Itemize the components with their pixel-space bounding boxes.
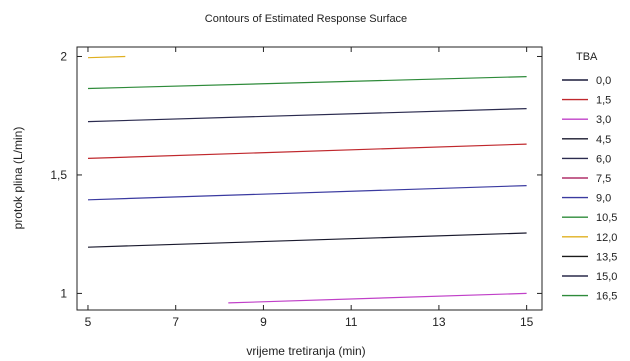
plot-area-frame	[76, 46, 543, 311]
x-tick-label: 15	[520, 315, 534, 329]
x-tick-label: 5	[85, 315, 92, 329]
chart-title: Contours of Estimated Response Surface	[205, 13, 407, 25]
legend-label: 12,0	[596, 232, 617, 244]
x-axis: 5 7 9 11 13 15	[85, 47, 534, 329]
contour-line	[228, 292, 527, 304]
legend-label: 7,5	[596, 173, 611, 185]
x-tick-label: 7	[172, 315, 179, 329]
legend-label: 0,0	[596, 75, 611, 87]
x-tick-label: 11	[345, 315, 358, 329]
legend-label: 9,0	[596, 193, 611, 205]
legend-label: 6,0	[596, 153, 611, 165]
legend-label: 15,0	[596, 271, 617, 283]
y-axis-label: protok plina (L/min)	[11, 127, 25, 230]
y-tick-label: 1	[60, 286, 67, 300]
y-tick-label: 2	[60, 49, 67, 63]
legend-label: 1,5	[596, 95, 611, 107]
y-axis: 11,52	[50, 49, 542, 300]
legend-label: 10,5	[596, 212, 617, 224]
contour-line	[87, 76, 527, 90]
contour-line	[87, 108, 527, 123]
contour-lines	[87, 55, 527, 304]
legend: TBA 0,0 1,5 3,0 4,5 6,0 7,5 9,0 10,5 12,0 13,5 15,…	[562, 51, 617, 303]
legend-label: 4,5	[596, 134, 611, 146]
x-tick-label: 13	[432, 315, 446, 329]
contour-line	[87, 232, 527, 248]
legend-title: TBA	[576, 51, 598, 63]
contour-line	[87, 55, 126, 59]
y-tick-label: 1,5	[50, 168, 67, 182]
contour-line	[87, 143, 527, 159]
legend-label: 16,5	[596, 291, 617, 303]
legend-label: 13,5	[596, 251, 617, 263]
legend-label: 3,0	[596, 114, 611, 126]
contour-line	[87, 185, 527, 201]
x-tick-label: 9	[260, 315, 267, 329]
x-axis-label: vrijeme tretiranja (min)	[246, 344, 365, 358]
